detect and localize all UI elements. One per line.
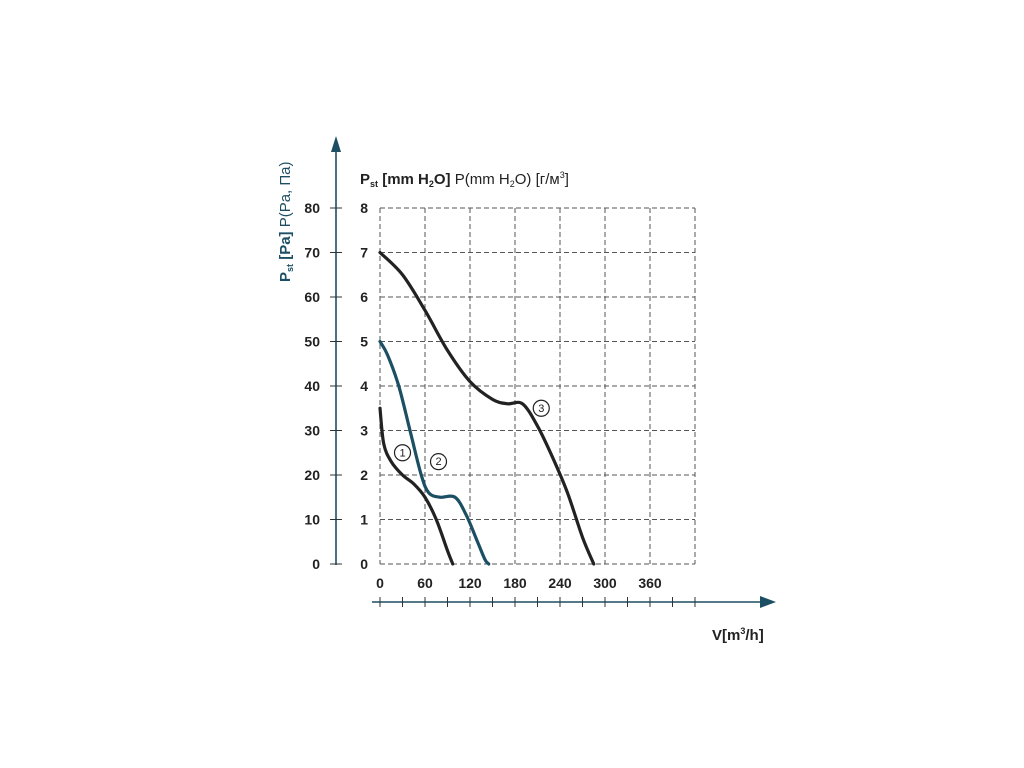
- curve-markers: 1 2 3: [393, 399, 550, 471]
- y-right-tick-label: 2: [360, 467, 368, 483]
- chart-grid: [379, 207, 696, 565]
- x-tick-label: 180: [503, 575, 527, 591]
- y-right-tick-labels: 0 1 2 3 4 5 6 7 8: [360, 200, 368, 572]
- y-right-tick-label: 5: [360, 334, 368, 350]
- x-tick-labels: 0 60 120 180 240 300 360: [376, 575, 662, 591]
- x-tick-label: 240: [548, 575, 572, 591]
- y-right-tick-label: 7: [360, 245, 368, 261]
- y-right-tick-label: 3: [360, 423, 368, 439]
- x-tick-label: 120: [458, 575, 482, 591]
- curve-marker-2-label: 2: [435, 456, 441, 468]
- y-left-tick-label: 50: [304, 334, 320, 350]
- x-tick-label: 300: [593, 575, 617, 591]
- curve-marker-3-circle: [532, 399, 550, 417]
- y-left-tick-label: 70: [304, 245, 320, 261]
- chart-curves: [378, 250, 596, 566]
- y-left-axis-title: Pst [Pa] P(Pa, Па): [277, 161, 295, 282]
- y-right-tick-label: 4: [360, 378, 368, 394]
- y-left-tick-label: 40: [304, 378, 320, 394]
- curve-2: [378, 339, 491, 566]
- curve-marker-1-label: 1: [399, 447, 405, 459]
- y-right-axis-title: Pst [mm H2O] P(mm H2O) [г/м3]: [360, 170, 569, 189]
- y-left-tick-label: 20: [304, 467, 320, 483]
- x-axis-arrow-icon: [760, 596, 776, 608]
- y-right-tick-label: 8: [360, 200, 368, 216]
- chart-axes: [330, 136, 776, 608]
- x-axis-title: V[m3/h]: [712, 626, 764, 644]
- y-right-tick-label: 0: [360, 556, 368, 572]
- x-tick-label: 60: [417, 575, 433, 591]
- y-left-tick-labels: 0 10 20 30 40 50 60 70 80: [304, 200, 320, 572]
- x-tick-label: 0: [376, 575, 384, 591]
- curve-marker-1-circle: [393, 444, 412, 462]
- x-tick-label: 360: [638, 575, 662, 591]
- y-left-tick-label: 30: [304, 423, 320, 439]
- y-left-tick-label: 80: [304, 200, 320, 216]
- y-right-tick-label: 1: [360, 512, 368, 528]
- y-right-tick-label: 6: [360, 289, 368, 305]
- y-left-tick-label: 60: [304, 289, 320, 305]
- curve-marker-2-circle: [429, 453, 448, 471]
- y-axis-arrow-icon: [331, 136, 341, 152]
- curve-marker-3-label: 3: [538, 403, 544, 415]
- curve-1: [378, 406, 455, 566]
- y-left-tick-label: 10: [304, 512, 320, 528]
- y-left-tick-label: 0: [312, 556, 320, 572]
- curve-3: [378, 250, 596, 566]
